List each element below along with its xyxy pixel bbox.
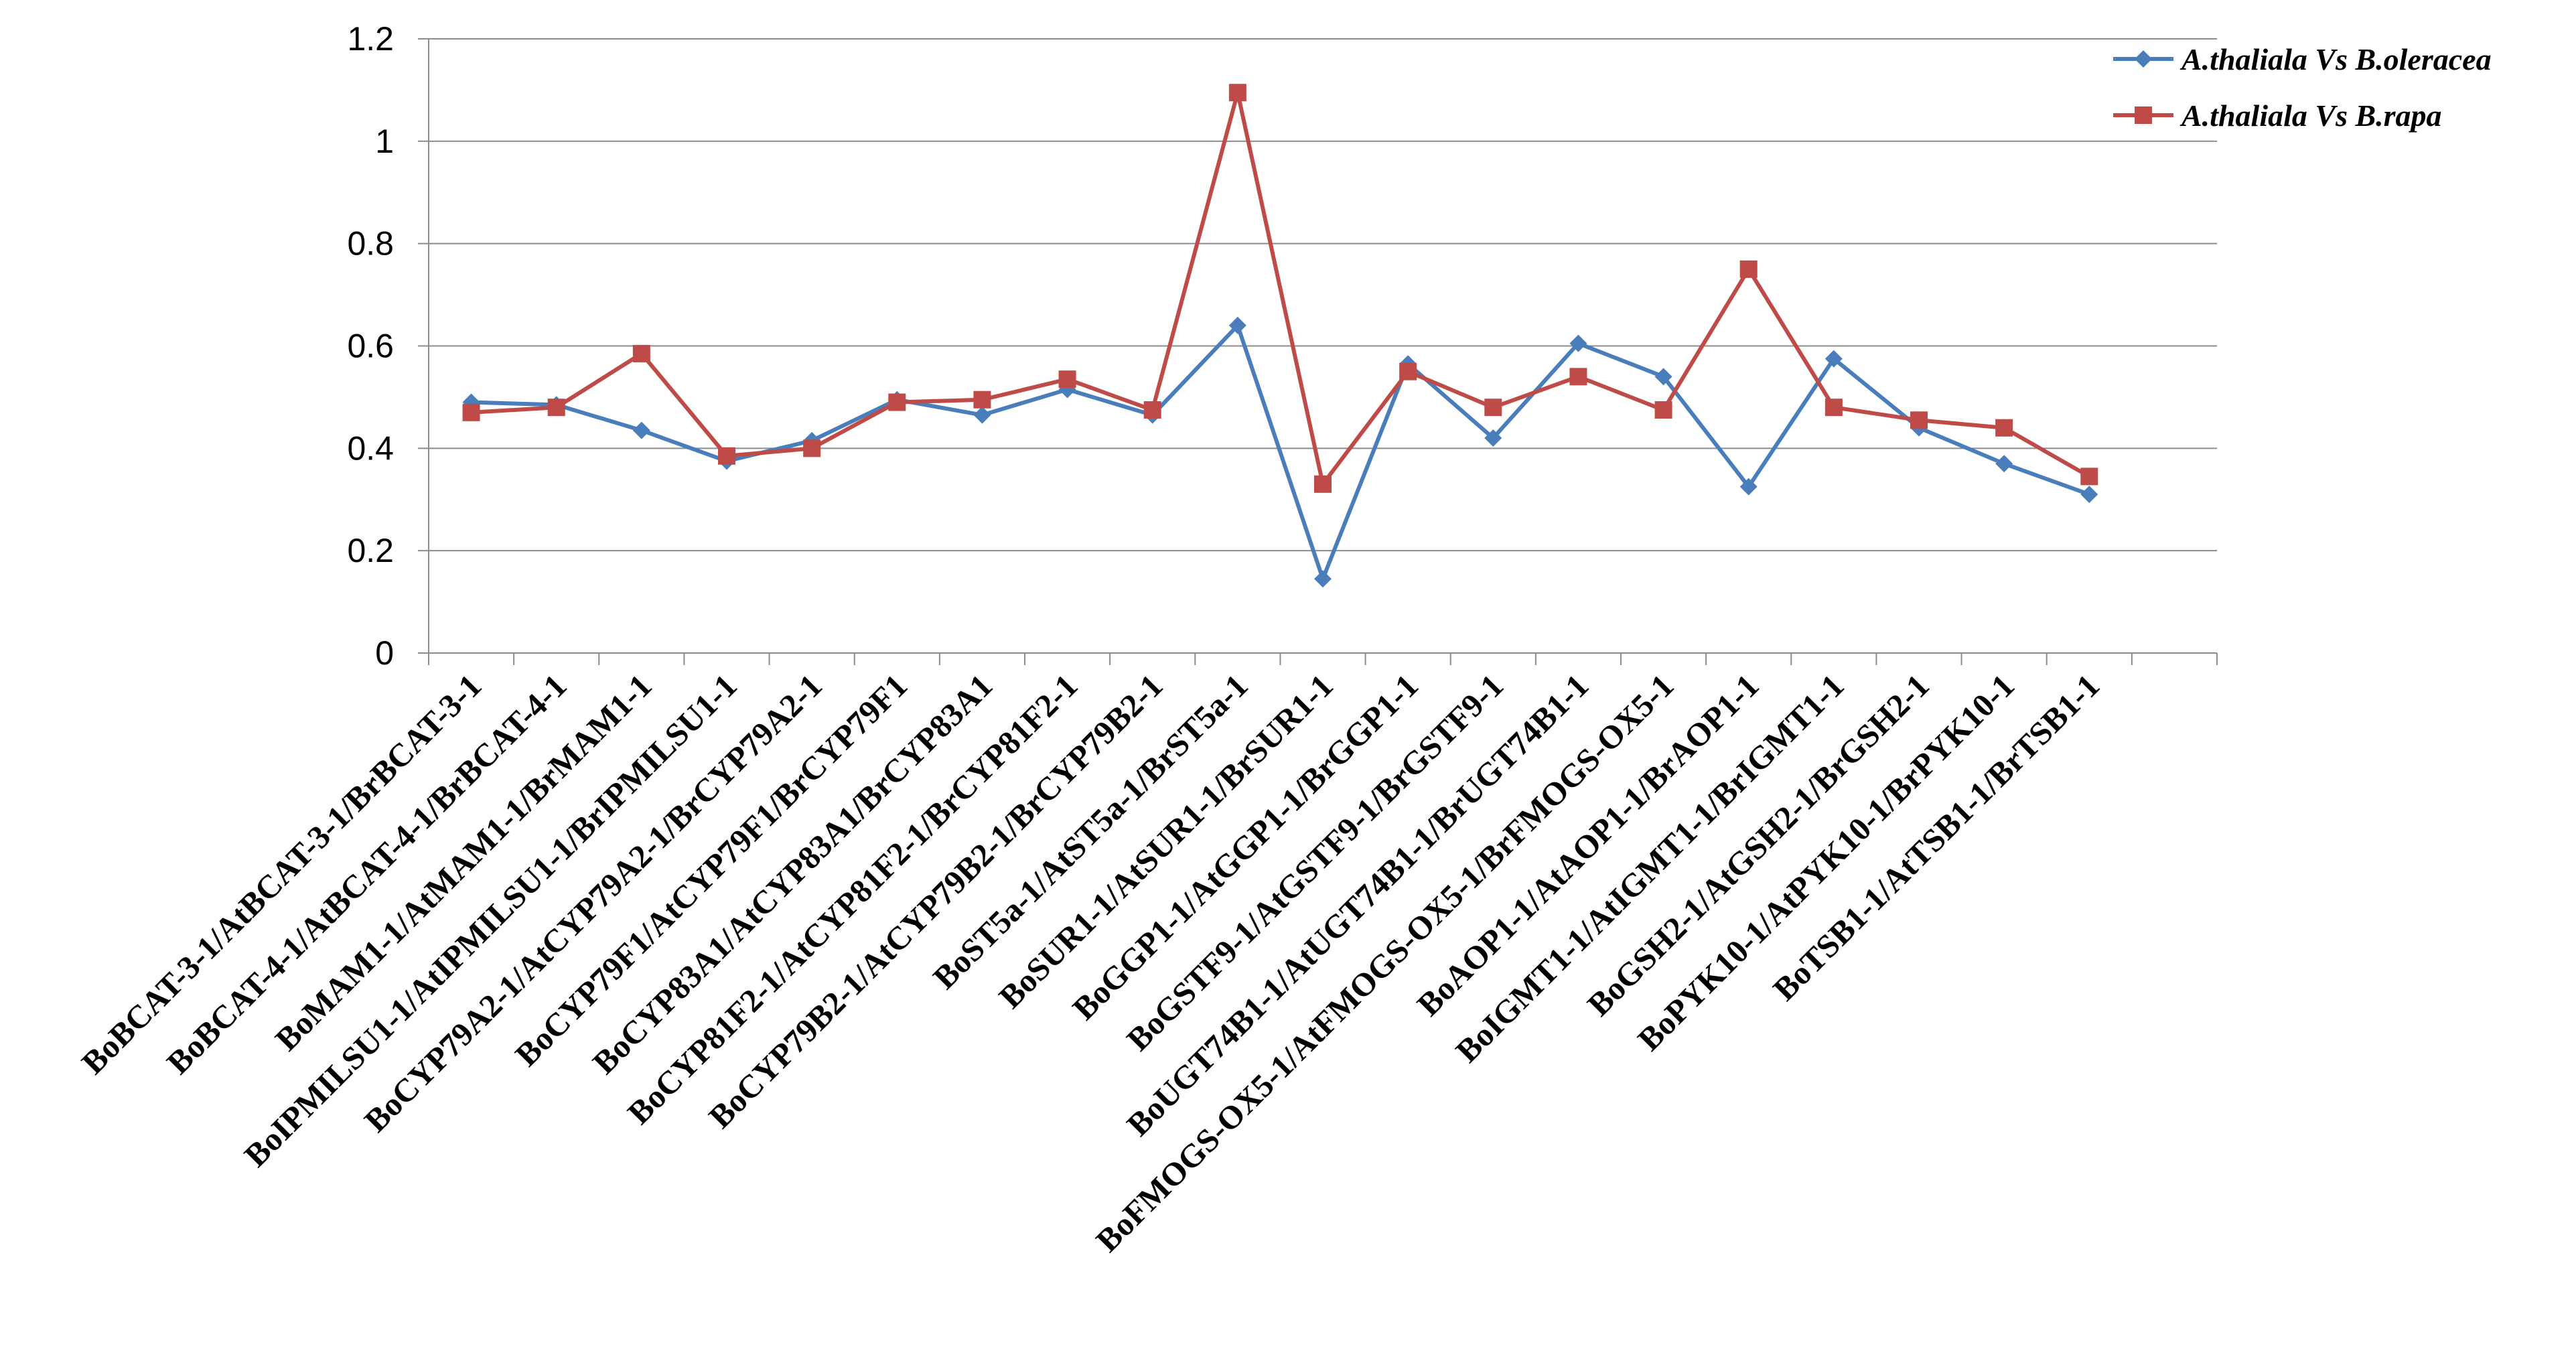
data-point-marker bbox=[1484, 429, 1502, 447]
legend: A.thaliala Vs B.oleracea A.thaliala Vs B.… bbox=[2113, 42, 2492, 133]
data-point-marker bbox=[462, 403, 480, 421]
data-point-marker bbox=[1228, 84, 1246, 102]
data-point-marker bbox=[803, 439, 821, 457]
legend-label: A.thaliala Vs B.oleracea bbox=[2179, 42, 2492, 76]
axes bbox=[418, 38, 2218, 665]
data-point-marker bbox=[1058, 370, 1076, 388]
data-point-marker bbox=[1314, 570, 1332, 588]
y-axis-tick-label: 0.4 bbox=[347, 429, 394, 467]
data-point-marker bbox=[632, 344, 650, 362]
data-point-marker bbox=[973, 390, 991, 409]
data-point-marker bbox=[2080, 468, 2098, 486]
legend-label: A.thaliala Vs B.rapa bbox=[2179, 98, 2442, 133]
series-line bbox=[471, 323, 2090, 581]
data-point-marker bbox=[1824, 350, 1843, 368]
data-point-marker bbox=[1739, 260, 1758, 278]
y-axis-tick-label: 1 bbox=[375, 123, 394, 160]
data-point-marker bbox=[1314, 475, 1332, 493]
x-axis-category-label: BoCYP79F1/AtCYP79F1/BrCYP79F1 bbox=[508, 667, 914, 1074]
data-point-marker bbox=[1910, 411, 1928, 429]
data-point-marker bbox=[718, 447, 735, 465]
data-point-marker bbox=[1995, 419, 2013, 437]
data-point-marker bbox=[1143, 401, 1161, 419]
data-point-marker bbox=[1824, 399, 1843, 417]
y-axis-tick-label: 0 bbox=[375, 634, 394, 672]
data-point-marker bbox=[973, 406, 991, 424]
y-axis-tick-label: 0.8 bbox=[347, 225, 394, 263]
data-point-marker bbox=[2080, 486, 2098, 504]
data-point-marker bbox=[632, 421, 650, 439]
legend-marker bbox=[2135, 106, 2152, 124]
data-point-marker bbox=[1569, 368, 1587, 386]
gridlines bbox=[429, 38, 2217, 552]
data-point-marker bbox=[1654, 401, 1672, 419]
data-point-marker bbox=[1995, 455, 2013, 473]
data-point-marker bbox=[1739, 478, 1758, 496]
y-axis-tick-label: 1.2 bbox=[347, 20, 394, 58]
data-point-marker bbox=[1484, 399, 1502, 417]
series-line bbox=[471, 90, 2090, 486]
data-point-marker bbox=[888, 393, 906, 411]
y-axis-tick-labels: 0 0.2 0.4 0.6 0.8 1 1.2 bbox=[347, 20, 394, 672]
data-point-marker bbox=[1569, 334, 1587, 352]
x-axis-tick-labels: BoBCAT-3-1/AtBCAT-3-1/BrBCAT-3-1BoBCAT-4… bbox=[74, 667, 2106, 1259]
y-axis-tick-label: 0.6 bbox=[347, 328, 394, 365]
series-group bbox=[462, 84, 2098, 588]
legend-marker bbox=[2135, 50, 2152, 68]
data-point-marker bbox=[1228, 316, 1246, 334]
y-axis-tick-label: 0.2 bbox=[347, 532, 394, 569]
data-point-marker bbox=[547, 399, 565, 417]
data-point-marker bbox=[1654, 368, 1672, 386]
data-point-marker bbox=[1399, 362, 1417, 380]
